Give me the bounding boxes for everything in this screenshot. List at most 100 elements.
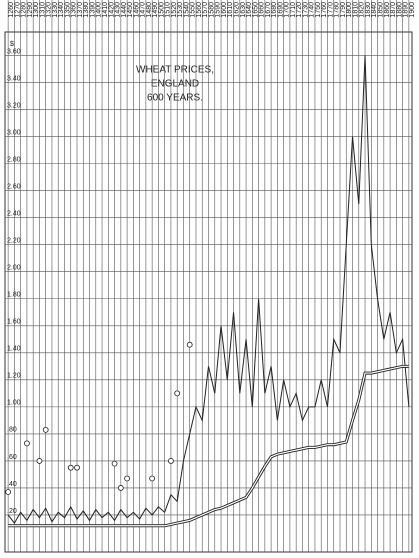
y-tick-label: .80	[7, 427, 17, 434]
y-tick-label: 3.40	[7, 75, 21, 82]
x-tick-label: 1800	[346, 2, 353, 18]
x-tick-label: 1870	[390, 2, 397, 18]
x-tick-label: 1520	[171, 2, 178, 18]
point	[42, 426, 49, 433]
x-tick-label: 1280	[21, 2, 28, 18]
x-tick-label: 1420	[108, 2, 115, 18]
x-tick-label: 1360	[71, 2, 78, 18]
x-tick-label: 1660	[259, 2, 266, 18]
x-tick-label: 1570	[202, 2, 209, 18]
x-tick-label: 1470	[140, 2, 147, 18]
x-tick-label: 1760	[321, 2, 328, 18]
x-tick-label: 1330	[52, 2, 59, 18]
point	[124, 475, 130, 482]
x-tick-label: 1860	[384, 2, 391, 18]
point	[36, 458, 43, 464]
point	[168, 458, 174, 464]
x-tick-label: 1630	[240, 2, 247, 18]
x-tick-label: 1750	[315, 2, 322, 18]
point	[186, 341, 193, 348]
x-tick-label: 1390	[89, 2, 96, 18]
y-tick-label: 2.00	[7, 265, 21, 272]
x-tick-label: 1450	[127, 2, 134, 18]
x-tick-label: 1410	[102, 2, 109, 18]
x-tick-label: 1890	[403, 2, 410, 18]
chart-title: ENGLAND	[151, 79, 199, 90]
x-tick-label: 1790	[340, 2, 347, 18]
x-tick-label: 1530	[177, 2, 184, 18]
point	[149, 475, 156, 482]
x-tick-label: 1680	[271, 2, 278, 18]
y-tick-label: 1.40	[7, 346, 21, 353]
x-tick-label: 1770	[327, 2, 334, 18]
x-tick-label: 1780	[334, 2, 341, 18]
x-tick-label: 1730	[302, 2, 309, 18]
point	[111, 460, 118, 467]
x-tick-label: 1710	[290, 2, 297, 18]
y-tick-label: 3.60	[7, 48, 21, 55]
y-tick-label: 1.60	[7, 319, 21, 326]
x-tick-label: 1550	[190, 2, 197, 18]
y-tick-label: 3.00	[7, 129, 21, 136]
point	[5, 489, 12, 495]
x-tick-label: 1260	[8, 2, 15, 18]
x-tick-label: 1400	[96, 2, 103, 18]
x-tick-label: 1380	[83, 2, 90, 18]
x-tick-label: 1310	[39, 2, 46, 18]
point	[67, 464, 74, 471]
x-tick-label: 1690	[277, 2, 284, 18]
chart-title: WHEAT PRICES,	[136, 65, 214, 76]
x-tick-label: 1430	[115, 2, 122, 18]
y-tick-label: 2.20	[7, 238, 21, 245]
x-tick-label: 1490	[152, 2, 159, 18]
x-tick-label: 1510	[165, 2, 172, 18]
x-tick-label: 1850	[378, 2, 385, 18]
y-tick-label: 2.40	[7, 211, 21, 218]
y-tick-label: 1.00	[7, 400, 21, 407]
x-tick-label: 1270	[14, 2, 21, 18]
line	[7, 55, 410, 524]
x-tick-label: 1820	[359, 2, 366, 18]
x-tick-label: 1440	[121, 2, 128, 18]
x-tick-label: 1620	[233, 2, 240, 18]
point	[74, 464, 80, 471]
y-tick-label: 1.80	[7, 292, 21, 299]
x-tick-label: 1810	[352, 2, 359, 18]
x-tick-label: 1500	[158, 2, 165, 18]
x-tick-label: 1830	[365, 2, 372, 18]
x-tick-label: 1540	[183, 2, 190, 18]
y-tick-label: .40	[7, 481, 17, 488]
x-tick-label: 1460	[133, 2, 140, 18]
x-tick-label: 1840	[371, 2, 378, 18]
x-tick-label: 1650	[252, 2, 259, 18]
y-tick-label: 3.20	[7, 102, 21, 109]
x-tick-label: 1480	[146, 2, 153, 18]
y-axis-label: $	[10, 41, 14, 48]
x-tick-label: 1560	[196, 2, 203, 18]
x-tick-label: 1290	[27, 2, 34, 18]
x-tick-label: 1720	[296, 2, 303, 18]
x-tick-label: 1580	[208, 2, 215, 18]
y-tick-label: 2.80	[7, 156, 21, 163]
y-tick-label: 2.60	[7, 183, 21, 190]
x-tick-label: 1740	[309, 2, 316, 18]
x-tick-label: 1640	[246, 2, 253, 18]
x-tick-label: 1320	[46, 2, 53, 18]
point	[117, 485, 124, 491]
x-tick-label: 1900	[409, 2, 416, 18]
x-tick-label: 1300	[33, 2, 40, 18]
x-tick-label: 1590	[215, 2, 222, 18]
x-tick-label: 1610	[227, 2, 234, 18]
point	[174, 390, 181, 397]
x-tick-label: 1700	[284, 2, 291, 18]
x-tick-label: 1350	[64, 2, 71, 18]
y-tick-label: 1.20	[7, 373, 21, 380]
line-inner	[8, 365, 409, 527]
point	[24, 440, 30, 447]
x-tick-label: 1340	[58, 2, 65, 18]
x-tick-label: 1670	[265, 2, 272, 18]
y-tick-label: .20	[7, 508, 17, 515]
x-tick-label: 1600	[221, 2, 228, 18]
